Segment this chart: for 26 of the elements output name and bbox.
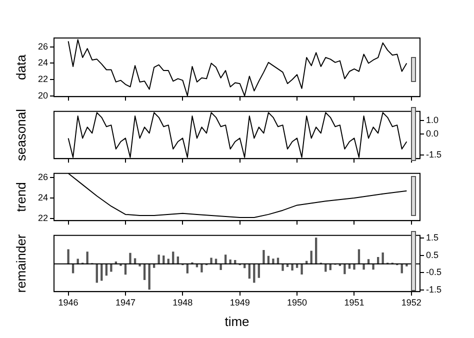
x-tick-label: 1948 — [172, 297, 193, 308]
y-axis-title: remainder — [14, 234, 29, 293]
y-tick-label: 20 — [38, 90, 48, 100]
x-tick-label: 1951 — [344, 297, 364, 308]
y-axis-title: data — [14, 54, 29, 80]
x-tick-label: 1947 — [115, 297, 136, 308]
y-tick-label: 26 — [38, 41, 48, 52]
x-tick-label: 1949 — [230, 297, 250, 308]
y2-tick-label: 0.5 — [426, 250, 439, 260]
y2-tick-label: -0.5 — [426, 267, 442, 278]
y-tick-label: 22 — [38, 213, 48, 224]
x-tick-label: 1946 — [58, 297, 78, 308]
y2-tick-label: 1.0 — [426, 115, 439, 126]
y-tick-label: 24 — [38, 58, 48, 68]
y2-tick-label: 1.5 — [426, 232, 439, 242]
x-axis-title: time — [224, 314, 250, 329]
x-tick-label: 1952 — [401, 297, 422, 308]
y-tick-label: 26 — [38, 172, 48, 182]
y-tick-label: 22 — [38, 74, 48, 84]
y2-tick-label: 0.0 — [426, 128, 439, 139]
y-tick-label: 24 — [38, 192, 48, 203]
y-axis-title: seasonal — [14, 108, 29, 162]
y2-tick-label: -1.5 — [426, 149, 442, 160]
y-axis-title: trend — [14, 182, 29, 212]
x-tick-label: 1950 — [287, 297, 308, 308]
y2-tick-label: -1.5 — [426, 284, 442, 294]
